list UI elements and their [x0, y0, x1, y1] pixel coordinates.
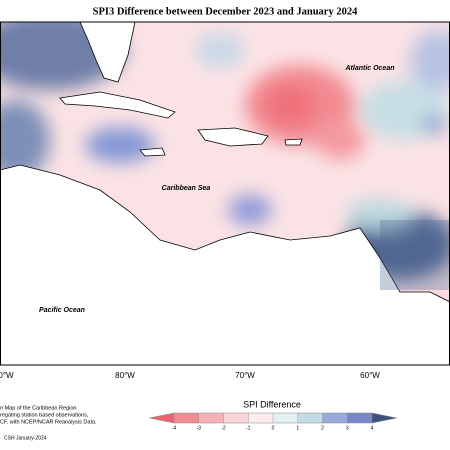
longitude-label: 80°W — [115, 371, 135, 380]
florida — [79, 22, 136, 83]
colorbar-segment — [273, 413, 299, 423]
anomaly-field — [0, 22, 450, 340]
colorbar-tick-label: -1 — [246, 425, 251, 431]
colorbar-segment — [322, 413, 348, 423]
colorbar-tick-label: 1 — [296, 425, 299, 431]
colorbar-segment — [248, 413, 274, 423]
longitude-label: 70°W — [235, 371, 255, 380]
shade — [380, 220, 450, 290]
footer-note: n Map of the Caribbean Region — [0, 405, 76, 411]
colorbar-segment — [198, 413, 224, 423]
footer-credit: CSH January-2024 — [4, 435, 47, 441]
mainland — [0, 164, 450, 365]
ocean-label: Pacific Ocean — [39, 307, 85, 314]
longitude-label: 0°W — [0, 371, 14, 380]
ocean-label: Atlantic Ocean — [344, 65, 394, 72]
map-area — [0, 22, 450, 365]
sea-label: Caribbean Sea — [162, 185, 211, 192]
colorbar-segment — [174, 413, 200, 423]
colorbar-segment — [347, 413, 373, 423]
colorbar-tick-label: -4 — [172, 425, 177, 431]
colorbar-tick-label: 4 — [371, 425, 374, 431]
cuba — [59, 91, 176, 119]
jamaica — [139, 147, 166, 157]
puerto-rico — [284, 138, 303, 146]
colorbar: -4 -3 -2 -1 0 1 2 3 4 — [149, 412, 397, 431]
longitude-label: 60°W — [360, 371, 380, 380]
colorbar-segment — [223, 413, 249, 423]
hispaniola — [197, 127, 269, 147]
colorbar-tick-label: -3 — [197, 425, 202, 431]
legend-title: SPI Difference — [243, 399, 301, 409]
colorbar-tick-label: 3 — [346, 425, 349, 431]
colorbar-segment — [297, 413, 323, 423]
colorbar-extend-low — [149, 413, 174, 423]
map-title: SPI3 Difference between December 2023 an… — [93, 6, 358, 17]
colorbar-tick-label: -2 — [221, 425, 226, 431]
footer-note: regating station based observations, — [0, 412, 89, 418]
colorbar-tick-label: 0 — [272, 425, 275, 431]
land — [0, 22, 450, 365]
footer-note: CF, with NCEP/NCAR Reanalysis Data. — [0, 419, 97, 425]
colorbar-tick-label: 2 — [321, 425, 324, 431]
colorbar-extend-high — [372, 413, 397, 423]
